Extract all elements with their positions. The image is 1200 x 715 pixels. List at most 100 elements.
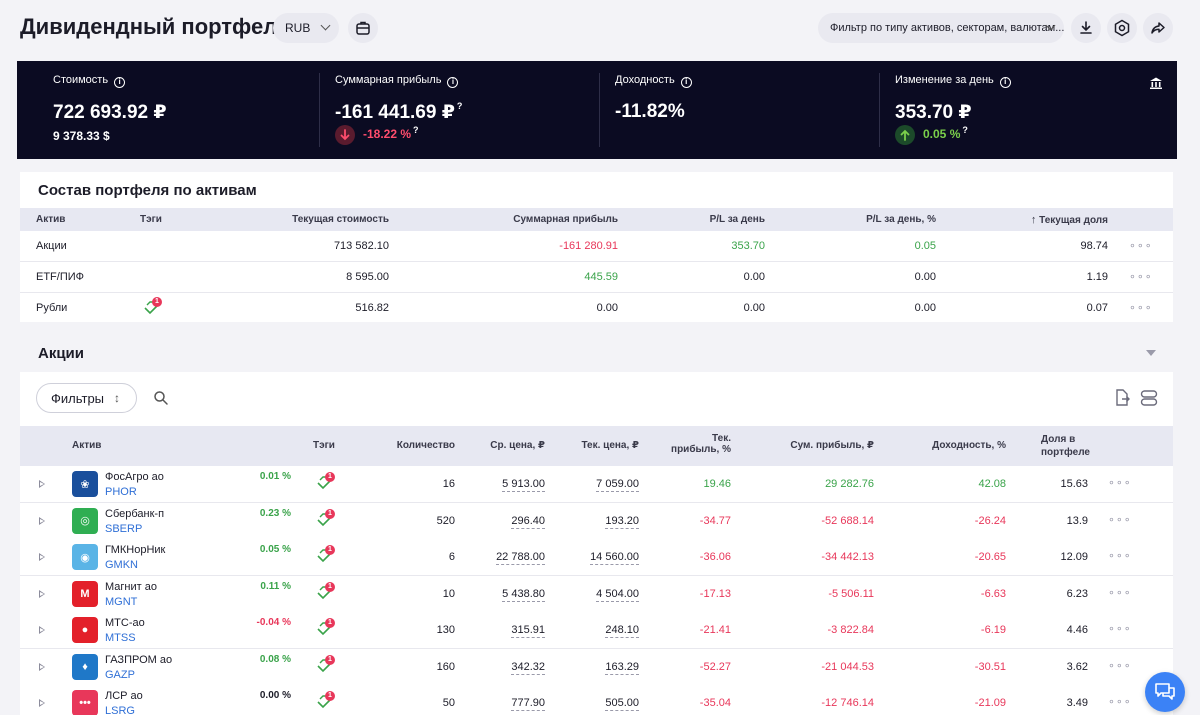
avg-price[interactable]: 22 788.00 <box>496 551 545 565</box>
col-cur-profit[interactable]: Тек. прибыль, % <box>671 433 731 455</box>
col-yield[interactable]: Доходность, % <box>932 440 1006 451</box>
composition-row[interactable]: Акции 713 582.10 -161 280.91 353.70 0.05 98.7… <box>20 231 1173 262</box>
total-profit: -12 746.14 <box>821 697 874 709</box>
avg-price[interactable]: 296.40 <box>511 514 545 529</box>
info-icon[interactable]: i <box>447 77 459 88</box>
current-price[interactable]: 248.10 <box>605 624 639 638</box>
stock-ticker[interactable]: MTSS <box>105 632 136 644</box>
tag-icon[interactable]: 1 <box>317 581 335 600</box>
current-price[interactable]: 4 504.00 <box>596 587 639 602</box>
col-asset[interactable]: Актив <box>72 440 102 451</box>
col-sum-profit[interactable]: Сум. прибыль, ₽ <box>790 440 874 451</box>
stock-row[interactable]: ❀ ФосАгро ао PHOR 0.01 % 1 16 5 913.00 7 059.00… <box>20 466 1173 503</box>
expand-triangle-icon[interactable] <box>39 662 45 671</box>
expand-triangle-icon[interactable] <box>39 480 45 488</box>
stock-row[interactable]: ♦ ГАЗПРОМ ао GAZP 0.08 % 1 160 342.32 163.29 -52… <box>20 648 1173 686</box>
tag-icon[interactable]: 1 <box>317 618 335 636</box>
col-profit[interactable]: Суммарная прибыль <box>513 214 618 225</box>
stock-name[interactable]: ГАЗПРОМ ао <box>105 653 173 666</box>
stock-row[interactable]: ◎ Сбербанк-п SBERP 0.23 % 1 520 296.40 193.20 -3… <box>20 502 1173 540</box>
chat-support-button[interactable] <box>1145 672 1185 712</box>
more-options-icon[interactable]: ∘∘∘ <box>1129 240 1153 252</box>
question-icon[interactable]: ? <box>456 101 463 111</box>
col-pl-day[interactable]: P/L за день <box>709 214 765 225</box>
info-icon[interactable]: i <box>114 77 126 88</box>
stock-row[interactable]: ● МТС-ао MTSS -0.04 % 1 130 315.91 248.10 -21.41… <box>20 612 1173 649</box>
col-tags[interactable]: Тэги <box>140 214 162 225</box>
stock-name[interactable]: Сбербанк-п <box>105 507 165 520</box>
tag-icon[interactable]: 1 <box>317 545 335 563</box>
stock-ticker[interactable]: SBERP <box>105 522 143 535</box>
composition-row[interactable]: ETF/ПИФ 8 595.00 445.59 0.00 0.00 1.19 ∘∘∘ <box>20 262 1173 293</box>
filters-button[interactable]: Фильтры ↕ <box>36 383 137 413</box>
stock-ticker[interactable]: GMKN <box>105 559 138 571</box>
settings-button[interactable] <box>1107 13 1137 43</box>
stock-ticker[interactable]: LSRG <box>105 705 135 715</box>
portfolio-case-button[interactable] <box>348 13 378 43</box>
more-options-icon[interactable]: ∘∘∘ <box>1129 271 1153 283</box>
share-button[interactable] <box>1143 13 1173 43</box>
expand-triangle-icon[interactable] <box>39 589 45 598</box>
tag-icon[interactable]: 1 <box>317 472 335 490</box>
tag-icon[interactable]: 1 <box>317 691 335 709</box>
question-icon[interactable]: ? <box>962 125 968 135</box>
more-options-icon[interactable]: ∘∘∘ <box>1108 659 1132 672</box>
current-price[interactable]: 7 059.00 <box>596 478 639 492</box>
avg-price[interactable]: 315.91 <box>511 624 545 638</box>
stock-name[interactable]: МТС-ао <box>105 617 145 629</box>
stock-row[interactable]: M Магнит ао MGNT 0.11 % 1 10 5 438.80 4 504.00 -… <box>20 575 1173 613</box>
stock-name[interactable]: ЛСР ао <box>105 690 143 702</box>
info-icon[interactable]: i <box>680 77 692 88</box>
current-price[interactable]: 14 560.00 <box>590 551 639 565</box>
more-options-icon[interactable]: ∘∘∘ <box>1108 586 1132 599</box>
download-button[interactable] <box>1071 13 1101 43</box>
col-pl-day-pct[interactable]: P/L за день, % <box>866 214 936 225</box>
avg-price[interactable]: 5 913.00 <box>502 478 545 492</box>
more-options-icon[interactable]: ∘∘∘ <box>1108 696 1132 708</box>
stock-row[interactable]: ◉ ГМКНорНик GMKN 0.05 % 1 6 22 788.00 14 560.00… <box>20 539 1173 576</box>
stock-row[interactable]: ••• ЛСР ао LSRG 0.00 % 1 50 777.90 505.00 -35.04… <box>20 685 1173 715</box>
export-button[interactable] <box>1114 389 1130 412</box>
more-options-icon[interactable]: ∘∘∘ <box>1108 513 1132 526</box>
col-avg-price[interactable]: Ср. цена, ₽ <box>490 440 545 451</box>
col-value[interactable]: Текущая стоимость <box>292 214 389 225</box>
avg-price[interactable]: 777.90 <box>511 697 545 711</box>
question-icon[interactable]: ? <box>413 125 419 135</box>
expand-triangle-icon[interactable] <box>39 626 45 634</box>
avg-price[interactable]: 342.32 <box>511 660 545 675</box>
expand-triangle-icon[interactable] <box>39 699 45 707</box>
collapse-chevron-icon[interactable] <box>1146 350 1156 356</box>
more-options-icon[interactable]: ∘∘∘ <box>1108 477 1132 489</box>
stock-ticker[interactable]: GAZP <box>105 668 135 681</box>
composition-row[interactable]: Рубли 1 516.82 0.00 0.00 0.00 0.07 ∘∘∘ <box>20 293 1173 323</box>
col-qty[interactable]: Количество <box>396 440 455 451</box>
more-options-icon[interactable]: ∘∘∘ <box>1108 623 1132 635</box>
expand-triangle-icon[interactable] <box>39 553 45 561</box>
stock-ticker[interactable]: MGNT <box>105 595 138 608</box>
info-icon[interactable]: i <box>999 77 1011 88</box>
view-toggle-button[interactable] <box>1140 389 1158 412</box>
col-share[interactable]: ↑ Текущая доля <box>1030 214 1108 226</box>
col-tags[interactable]: Тэги <box>313 440 335 451</box>
current-price[interactable]: 193.20 <box>605 514 639 529</box>
col-share[interactable]: Доля в портфеле <box>1041 434 1090 458</box>
expand-triangle-icon[interactable] <box>39 516 45 525</box>
more-options-icon[interactable]: ∘∘∘ <box>1129 302 1153 314</box>
bank-icon[interactable] <box>1149 76 1163 95</box>
col-cur-price[interactable]: Тек. цена, ₽ <box>581 440 639 451</box>
tag-icon[interactable]: 1 <box>317 654 335 673</box>
avg-price[interactable]: 5 438.80 <box>502 587 545 602</box>
stock-name[interactable]: Магнит ао <box>105 580 157 593</box>
more-options-icon[interactable]: ∘∘∘ <box>1108 550 1132 562</box>
tag-icon[interactable]: 1 <box>317 508 335 527</box>
stock-name[interactable]: ГМКНорНик <box>105 544 166 556</box>
current-price[interactable]: 163.29 <box>605 660 639 675</box>
stock-name[interactable]: ФосАгро ао <box>105 471 164 483</box>
tag-icon[interactable]: 1 <box>144 297 162 315</box>
current-price[interactable]: 505.00 <box>605 697 639 711</box>
currency-select[interactable]: RUB <box>273 13 339 43</box>
col-asset[interactable]: Актив <box>36 214 66 225</box>
search-button[interactable] <box>153 390 169 411</box>
stock-ticker[interactable]: PHOR <box>105 486 137 498</box>
asset-filter-select[interactable]: Фильтр по типу активов, секторам, валюта… <box>818 13 1064 43</box>
